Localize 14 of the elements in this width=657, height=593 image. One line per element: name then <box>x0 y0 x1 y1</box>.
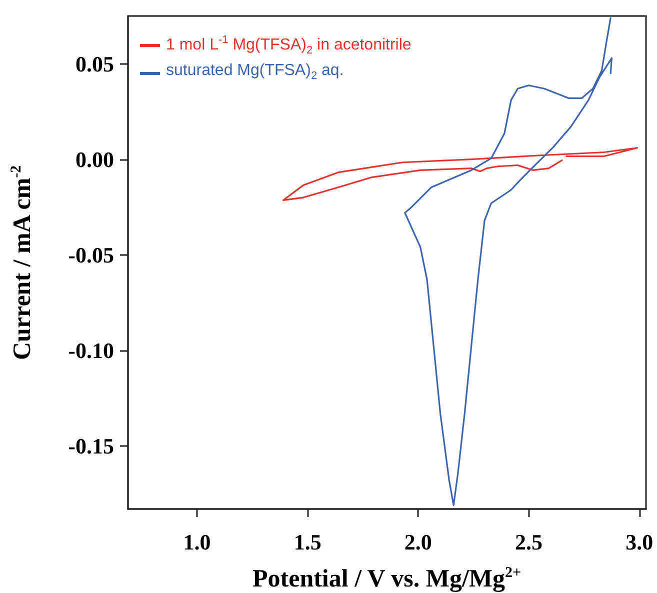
line-series <box>282 147 638 202</box>
y-tick-label: -0.15 <box>68 433 114 458</box>
x-tick-label: 1.0 <box>183 530 211 554</box>
x-tick-label: 2.5 <box>515 530 543 554</box>
y-tick-label: 0.00 <box>76 146 114 172</box>
y-tick-label: -0.05 <box>68 242 114 268</box>
x-tick-label: 2.0 <box>404 530 432 554</box>
y-tick-label: 0.05 <box>76 51 114 76</box>
x-axis-title: Potential / V vs. Mg/Mg$^{2+}$ <box>252 565 522 592</box>
y-tick-label: -0.10 <box>68 338 114 363</box>
legend-label: suturated Mg(TFSA)$_{2}$ aq. <box>166 60 344 84</box>
x-tick-label: 3.0 <box>626 530 654 554</box>
x-tick-label: 1.5 <box>294 530 322 554</box>
legend-label: 1 mol L$^{-1}$ Mg(TFSA)$_{2}$ in acetonitrile <box>166 33 412 59</box>
